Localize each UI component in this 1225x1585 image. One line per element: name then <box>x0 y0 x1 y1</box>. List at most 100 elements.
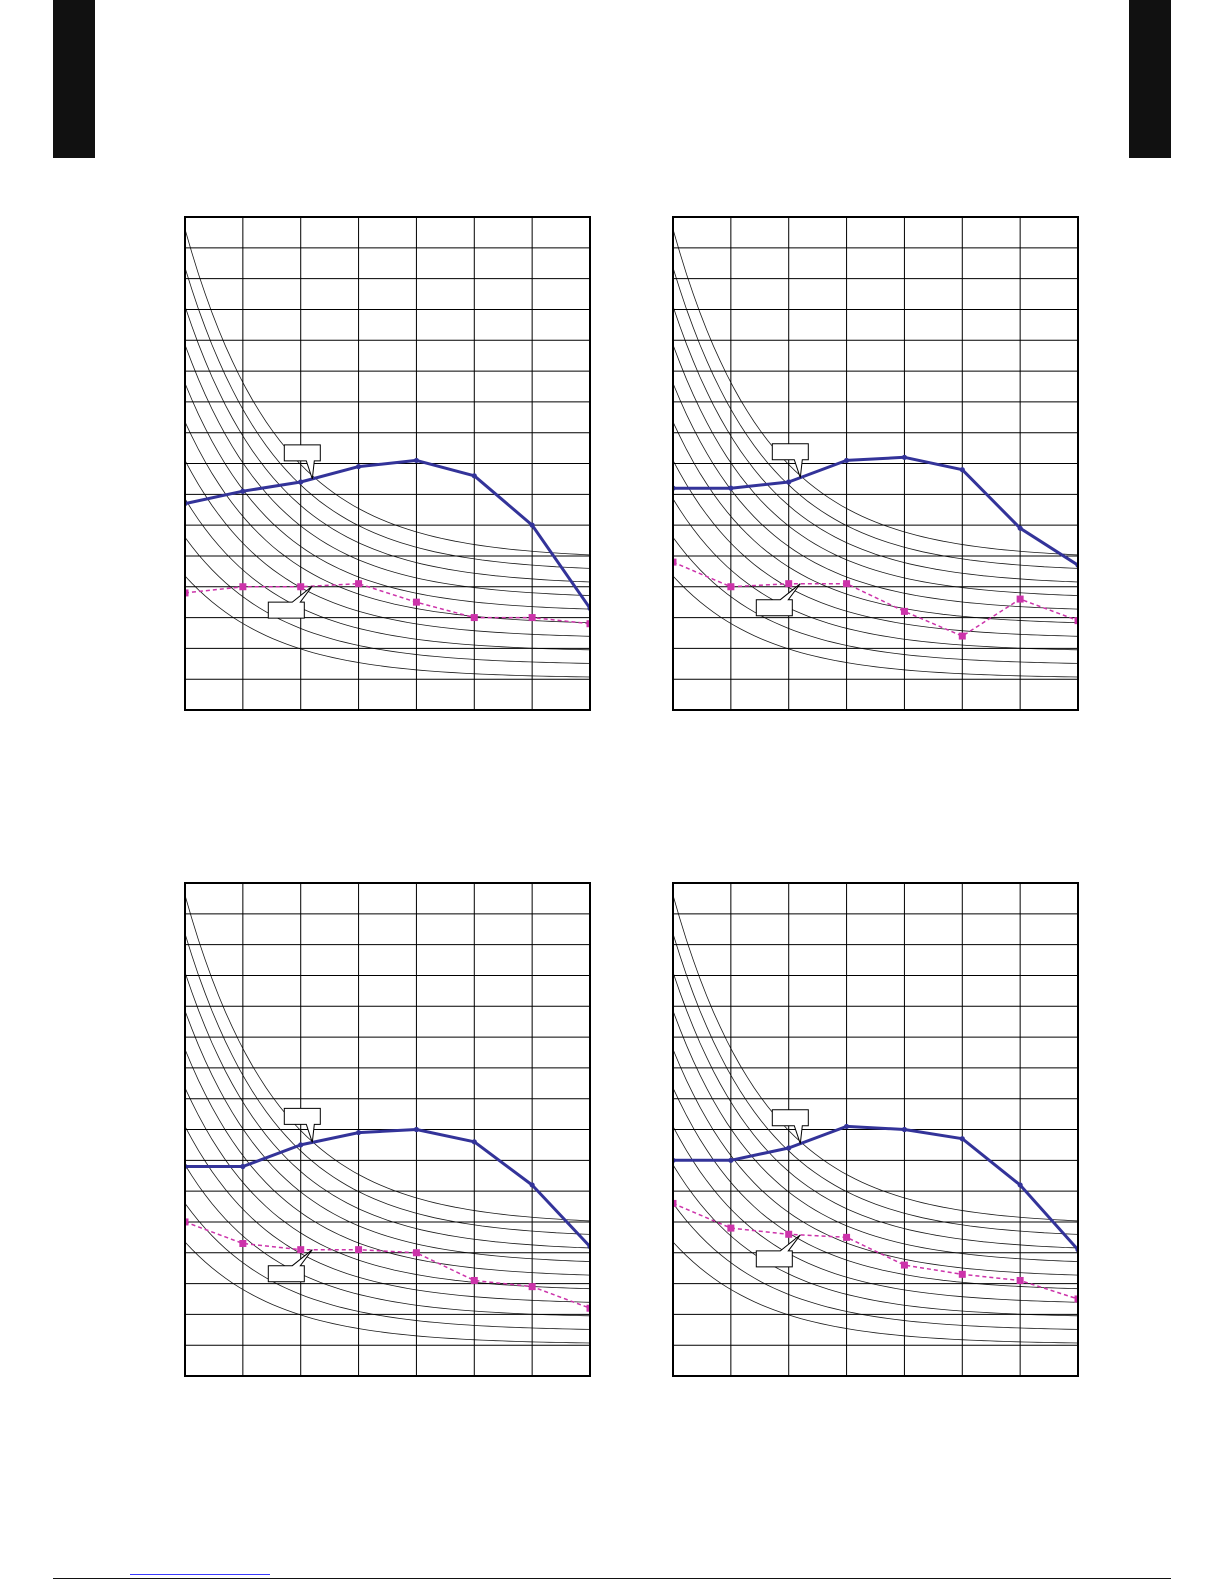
reference-curve <box>184 383 591 610</box>
data-point <box>901 1126 908 1133</box>
callout-box <box>283 444 321 480</box>
data-point <box>529 522 535 528</box>
chart-frame <box>184 216 591 711</box>
chart-frame <box>184 882 591 1377</box>
reference-curve <box>672 1126 1079 1303</box>
reference-curve <box>184 498 591 651</box>
reference-curve <box>672 1203 1079 1330</box>
grid <box>672 216 1079 711</box>
data-point <box>528 614 536 622</box>
data-point <box>240 1163 246 1170</box>
callout <box>283 1107 321 1143</box>
data-point <box>1017 1182 1023 1188</box>
data-point <box>298 479 304 485</box>
reference-curve <box>184 972 591 1249</box>
reference-curve <box>672 1241 1079 1344</box>
data-point <box>1016 1276 1024 1284</box>
reference-curve <box>184 267 591 569</box>
chart-frame <box>672 216 1079 711</box>
callout <box>755 1234 801 1268</box>
data-point <box>843 1123 850 1130</box>
data-point <box>958 632 966 640</box>
data-point <box>1016 595 1024 603</box>
data-point <box>355 1246 363 1254</box>
callout <box>267 1249 313 1283</box>
data-point <box>1074 1295 1079 1303</box>
chart-svg <box>672 216 1079 711</box>
series-solid-line <box>184 458 591 610</box>
reference-curve <box>184 1087 591 1290</box>
reference-curve <box>184 1126 591 1303</box>
data-point <box>184 589 189 597</box>
reference-curve <box>672 421 1079 624</box>
data-point <box>470 1276 478 1284</box>
series-solid-line <box>185 1128 591 1248</box>
reference-curves <box>672 895 1079 1344</box>
data-point <box>785 580 793 588</box>
chart-bottom-left <box>184 882 591 1377</box>
series-dashed-line <box>184 582 591 625</box>
series-dashed <box>184 580 591 628</box>
series-dashed <box>672 1199 1079 1303</box>
series-dashed <box>184 1218 591 1312</box>
footer-link-underline <box>130 1574 270 1575</box>
data-point <box>529 1182 535 1188</box>
reference-curve <box>672 267 1079 569</box>
grid <box>672 882 1079 1377</box>
data-point <box>297 583 305 591</box>
data-point <box>843 1233 851 1241</box>
reference-curve <box>184 1241 591 1344</box>
series-dashed-line <box>184 1221 591 1309</box>
data-point <box>298 1142 304 1148</box>
callout-box <box>267 1249 313 1283</box>
page-tab-right <box>1129 0 1171 158</box>
data-point <box>412 598 420 606</box>
data-point <box>901 454 908 460</box>
page-tab-left <box>53 0 95 158</box>
reference-curve <box>672 229 1079 556</box>
data-point <box>240 488 246 494</box>
data-point <box>959 1136 965 1142</box>
reference-curve <box>672 306 1079 583</box>
reference-curve <box>672 1010 1079 1262</box>
reference-curve <box>672 460 1079 637</box>
data-point <box>843 457 850 464</box>
data-point <box>786 1145 792 1151</box>
reference-curves <box>184 229 591 678</box>
callout <box>755 583 801 617</box>
reference-curve <box>672 933 1079 1235</box>
callout <box>771 1109 809 1144</box>
callout-box <box>771 443 809 478</box>
data-point <box>728 485 734 491</box>
data-point <box>413 1126 420 1133</box>
footer-rule <box>53 1578 1171 1579</box>
reference-curve <box>184 1203 591 1330</box>
data-point <box>727 583 735 591</box>
series-solid-line <box>673 455 1079 567</box>
chart-top-left <box>184 216 591 711</box>
data-point <box>672 558 677 566</box>
callout-box <box>771 1109 809 1144</box>
data-point <box>1017 525 1023 531</box>
series-solid-line <box>673 1124 1079 1251</box>
chart-svg <box>184 216 591 711</box>
data-point <box>785 1230 793 1238</box>
reference-curve <box>672 537 1079 664</box>
reference-curves <box>184 895 591 1344</box>
data-point <box>900 1261 908 1269</box>
chart-frame <box>672 882 1079 1377</box>
data-point <box>413 457 420 464</box>
reference-curve <box>184 895 591 1222</box>
reference-curve <box>184 306 591 583</box>
data-point <box>528 1283 536 1291</box>
callout-box <box>755 583 801 617</box>
data-point <box>412 1249 420 1257</box>
data-point <box>586 620 591 628</box>
reference-curve <box>672 1049 1079 1276</box>
chart-bottom-right <box>672 882 1079 1377</box>
data-point <box>959 467 965 473</box>
data-point <box>297 1246 305 1254</box>
reference-curve <box>672 498 1079 651</box>
chart-svg <box>672 882 1079 1377</box>
callout <box>267 585 313 619</box>
